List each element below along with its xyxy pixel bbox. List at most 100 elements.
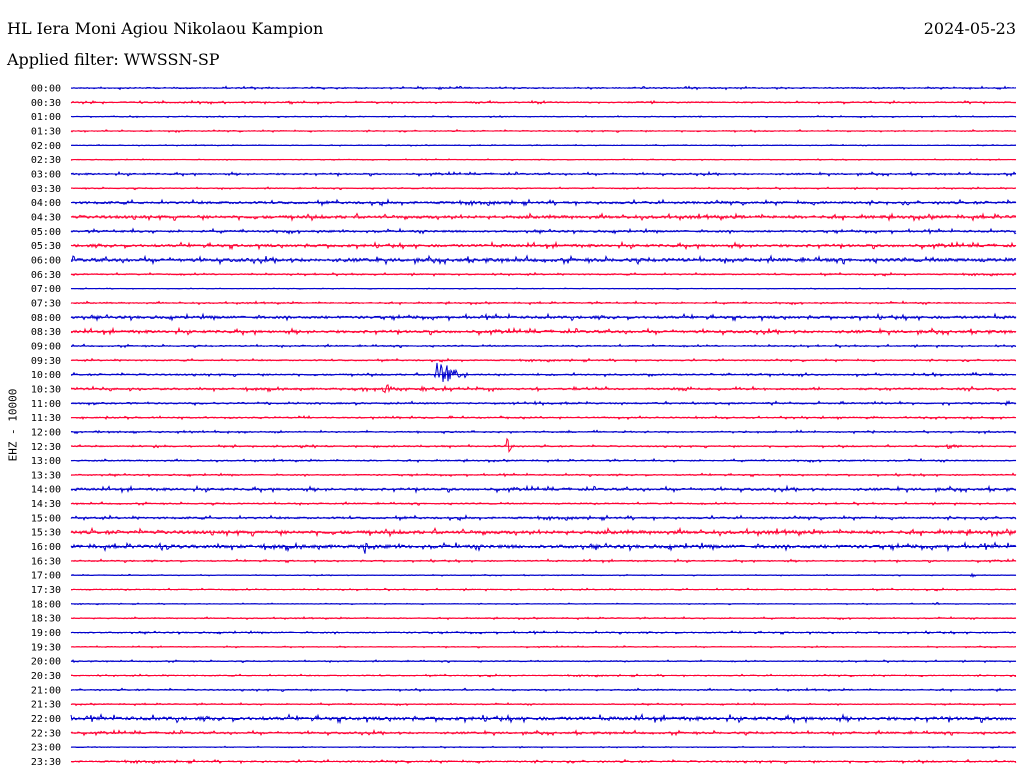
seismic-trace xyxy=(70,414,1017,421)
seismic-trace xyxy=(70,429,1017,435)
seismic-trace xyxy=(70,713,1017,725)
seismic-trace xyxy=(70,300,1017,306)
plot-date: 2024-05-23 xyxy=(923,19,1016,38)
time-tick-label: 02:00 xyxy=(31,141,61,152)
station-title: HL Iera Moni Agiou Nikolaou Kampion xyxy=(7,19,324,38)
seismic-trace xyxy=(70,659,1017,664)
time-tick-label: 05:00 xyxy=(31,227,61,238)
seismic-trace xyxy=(70,129,1017,134)
seismic-trace xyxy=(70,85,1017,91)
time-tick-label: 18:30 xyxy=(31,614,61,625)
time-tick-label: 19:30 xyxy=(31,642,61,653)
seismic-trace xyxy=(70,630,1017,636)
time-tick-label: 00:30 xyxy=(31,98,61,109)
time-tick-label: 11:00 xyxy=(31,399,61,410)
seismic-trace xyxy=(70,587,1017,592)
time-tick-label: 17:00 xyxy=(31,571,61,582)
time-tick-label: 23:00 xyxy=(31,743,61,754)
time-tick-label: 05:30 xyxy=(31,241,61,252)
time-tick-label: 08:00 xyxy=(31,313,61,324)
time-tick-label: 01:30 xyxy=(31,126,61,137)
time-tick-label: 23:30 xyxy=(31,757,61,768)
seismic-trace xyxy=(70,501,1017,507)
time-tick-label: 10:30 xyxy=(31,384,61,395)
time-tick-label: 18:00 xyxy=(31,599,61,610)
time-tick-label: 13:00 xyxy=(31,456,61,467)
time-tick-label: 14:30 xyxy=(31,499,61,510)
seismic-trace xyxy=(70,437,1017,454)
seismic-trace xyxy=(70,616,1017,621)
time-tick-label: 03:00 xyxy=(31,169,61,180)
seismic-trace xyxy=(70,198,1017,207)
time-tick-label: 09:30 xyxy=(31,356,61,367)
seismic-trace xyxy=(70,558,1017,564)
seismic-trace xyxy=(70,99,1017,105)
time-tick-label: 06:30 xyxy=(31,270,61,281)
seismic-trace xyxy=(70,357,1017,363)
seismic-trace xyxy=(70,312,1017,323)
time-tick-label: 21:00 xyxy=(31,685,61,696)
seismic-trace xyxy=(70,170,1017,178)
time-tick-label: 07:00 xyxy=(31,284,61,295)
seismic-trace xyxy=(70,326,1017,337)
seismic-trace xyxy=(70,745,1017,749)
seismic-trace xyxy=(70,400,1017,407)
time-tick-label: 01:00 xyxy=(31,112,61,123)
seismic-trace xyxy=(70,186,1017,191)
time-tick-label: 20:00 xyxy=(31,657,61,668)
time-tick-label: 15:00 xyxy=(31,513,61,524)
time-tick-label: 08:30 xyxy=(31,327,61,338)
time-tick-label: 02:30 xyxy=(31,155,61,166)
seismic-trace xyxy=(70,212,1017,222)
seismic-trace xyxy=(70,143,1017,147)
seismic-trace xyxy=(70,287,1017,290)
seismic-trace xyxy=(70,572,1017,579)
seismic-trace xyxy=(70,758,1017,765)
seismic-trace xyxy=(70,514,1017,522)
seismic-trace xyxy=(70,472,1017,478)
time-tick-label: 15:30 xyxy=(31,528,61,539)
time-tick-label: 00:00 xyxy=(31,84,61,95)
seismic-trace xyxy=(70,673,1017,678)
time-tick-label: 09:00 xyxy=(31,341,61,352)
time-tick-label: 10:00 xyxy=(31,370,61,381)
seismic-trace xyxy=(70,702,1017,707)
seismic-trace xyxy=(70,687,1017,693)
time-tick-label: 17:30 xyxy=(31,585,61,596)
time-tick-label: 12:30 xyxy=(31,442,61,453)
seismic-trace xyxy=(70,271,1017,277)
seismic-trace xyxy=(70,240,1017,251)
seismic-trace xyxy=(70,457,1017,464)
time-tick-label: 03:30 xyxy=(31,184,61,195)
time-tick-label: 14:00 xyxy=(31,485,61,496)
filter-label: Applied filter: WWSSN-SP xyxy=(7,50,220,69)
seismic-trace xyxy=(70,114,1017,119)
time-tick-label: 22:30 xyxy=(31,728,61,739)
time-tick-label: 16:30 xyxy=(31,556,61,567)
seismic-trace xyxy=(70,254,1017,266)
time-tick-label: 11:30 xyxy=(31,413,61,424)
seismic-trace xyxy=(70,541,1017,554)
time-tick-labels: 00:00 00:30 01:00 01:30 02:00 02:30 03:00 03:30… xyxy=(31,84,61,769)
seismic-trace xyxy=(70,526,1017,538)
seismic-traces xyxy=(70,85,1017,765)
seismic-trace xyxy=(70,384,1017,394)
time-tick-label: 04:00 xyxy=(31,198,61,209)
time-tick-label: 06:00 xyxy=(31,255,61,266)
time-tick-label: 21:30 xyxy=(31,700,61,711)
time-tick-label: 16:00 xyxy=(31,542,61,553)
seismic-trace xyxy=(70,484,1017,494)
seismic-trace xyxy=(70,227,1017,235)
time-tick-label: 12:00 xyxy=(31,427,61,438)
seismic-trace xyxy=(70,343,1017,349)
time-tick-label: 13:30 xyxy=(31,470,61,481)
seismic-trace xyxy=(70,728,1017,737)
time-tick-label: 22:00 xyxy=(31,714,61,725)
seismic-trace xyxy=(70,362,1017,382)
seismic-trace xyxy=(70,645,1017,649)
seismic-trace xyxy=(70,158,1017,162)
time-tick-label: 07:30 xyxy=(31,298,61,309)
time-tick-label: 04:30 xyxy=(31,212,61,223)
time-tick-label: 20:30 xyxy=(31,671,61,682)
